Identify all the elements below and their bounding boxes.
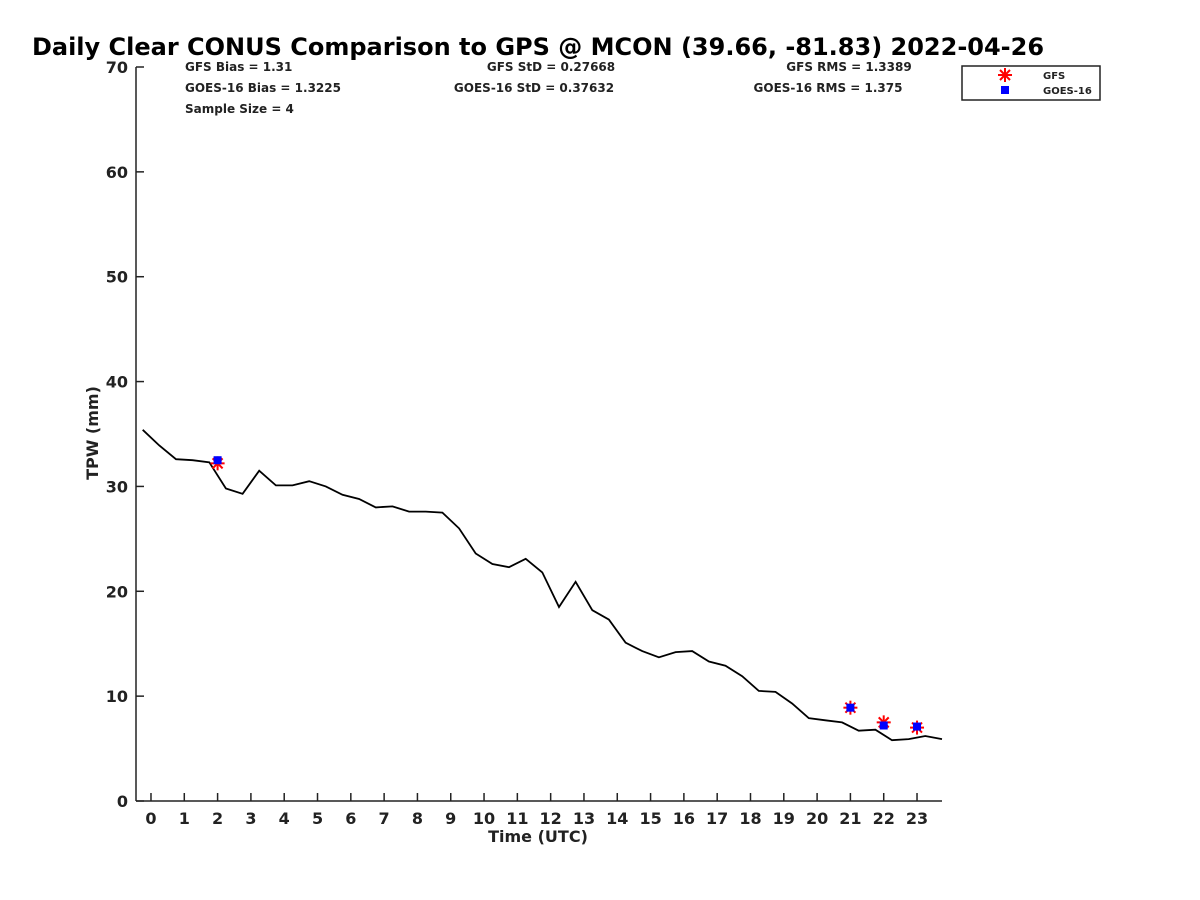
x-tick-label: 2 bbox=[212, 809, 223, 828]
x-tick-label: 22 bbox=[873, 809, 895, 828]
x-axis-label: Time (UTC) bbox=[488, 827, 588, 846]
x-tick-label: 9 bbox=[445, 809, 456, 828]
y-tick-label: 40 bbox=[106, 373, 128, 392]
x-tick-label: 4 bbox=[279, 809, 290, 828]
x-tick-label: 19 bbox=[773, 809, 795, 828]
gps-tpw-line bbox=[142, 429, 943, 742]
x-tick-label: 0 bbox=[145, 809, 156, 828]
gfs-rms-text: GFS RMS = 1.3389 bbox=[786, 60, 911, 74]
goes-rms-text: GOES-16 RMS = 1.375 bbox=[754, 81, 903, 95]
x-tick-label: 23 bbox=[906, 809, 928, 828]
x-tick-label: 12 bbox=[540, 809, 562, 828]
markers bbox=[210, 456, 925, 735]
legend-goes-label: GOES-16 bbox=[1043, 86, 1092, 97]
x-tick-label: 16 bbox=[673, 809, 695, 828]
x-tick-label: 17 bbox=[706, 809, 728, 828]
y-tick-label: 50 bbox=[106, 268, 128, 287]
x-tick-label: 21 bbox=[839, 809, 861, 828]
x-tick-label: 14 bbox=[606, 809, 628, 828]
x-tick-label: 3 bbox=[245, 809, 256, 828]
x-tick-label: 11 bbox=[506, 809, 528, 828]
legend-goes-marker bbox=[1001, 86, 1009, 94]
y-ticks: 0 10 20 30 40 50 60 70 bbox=[106, 58, 144, 811]
goes-point bbox=[913, 722, 922, 731]
y-tick-label: 0 bbox=[117, 792, 128, 811]
chart-title: Daily Clear CONUS Comparison to GPS @ MC… bbox=[32, 33, 1044, 61]
x-ticks: 0 1 2 3 4 5 6 7 8 9 10 11 12 13 14 15 16 17 18 19 20 21 22 23 bbox=[145, 793, 928, 828]
y-tick-label: 30 bbox=[106, 477, 128, 496]
y-tick-label: 60 bbox=[106, 163, 128, 182]
x-tick-label: 5 bbox=[312, 809, 323, 828]
goes-bias-text: GOES-16 Bias = 1.3225 bbox=[185, 81, 341, 95]
goes-point bbox=[879, 721, 888, 730]
x-tick-label: 20 bbox=[806, 809, 828, 828]
x-tick-label: 13 bbox=[573, 809, 595, 828]
y-tick-label: 10 bbox=[106, 687, 128, 706]
x-tick-label: 15 bbox=[639, 809, 661, 828]
goes-point bbox=[213, 456, 222, 465]
gfs-bias-text: GFS Bias = 1.31 bbox=[185, 60, 292, 74]
x-tick-label: 8 bbox=[412, 809, 423, 828]
legend-gfs-marker bbox=[998, 68, 1012, 82]
x-tick-label: 1 bbox=[179, 809, 190, 828]
legend-gfs-label: GFS bbox=[1043, 71, 1065, 82]
x-tick-label: 18 bbox=[739, 809, 761, 828]
gfs-std-text: GFS StD = 0.27668 bbox=[487, 60, 615, 74]
y-tick-label: 20 bbox=[106, 582, 128, 601]
legend: GFS GOES-16 bbox=[961, 65, 1101, 101]
x-tick-label: 6 bbox=[345, 809, 356, 828]
x-tick-label: 7 bbox=[379, 809, 390, 828]
x-tick-label: 10 bbox=[473, 809, 495, 828]
goes-point bbox=[846, 703, 855, 712]
sample-size-text: Sample Size = 4 bbox=[185, 102, 294, 116]
goes-std-text: GOES-16 StD = 0.37632 bbox=[454, 81, 614, 95]
y-axis-label: TPW (mm) bbox=[83, 386, 102, 480]
y-tick-label: 70 bbox=[106, 58, 128, 77]
legend-box bbox=[961, 65, 1101, 101]
